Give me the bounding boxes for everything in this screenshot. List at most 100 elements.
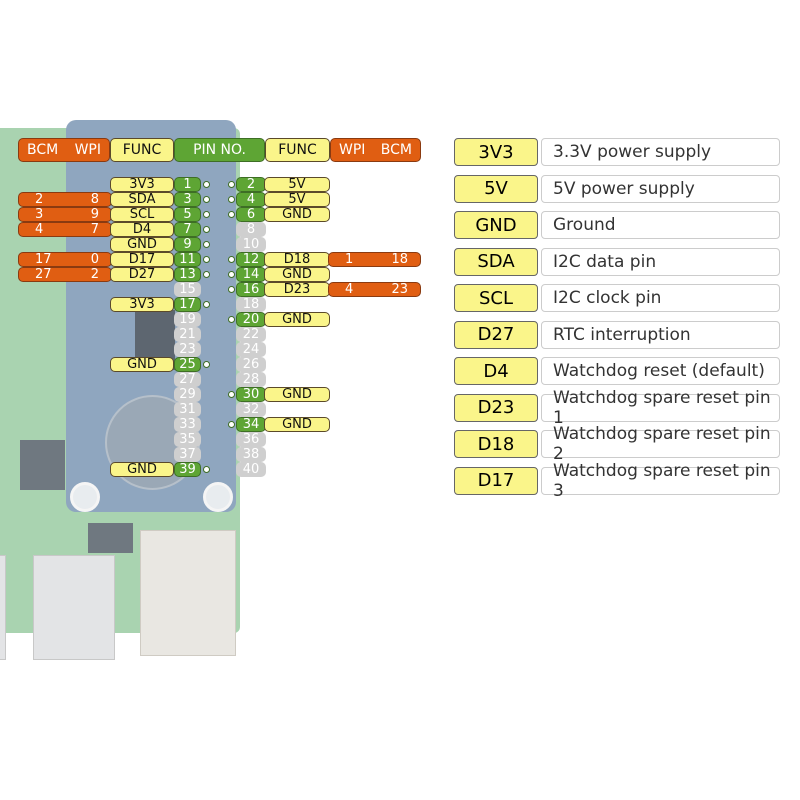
legend-description: Watchdog reset (default) bbox=[541, 357, 780, 385]
pin-number-left: 15 bbox=[174, 282, 201, 297]
left-bcm: 4 bbox=[35, 222, 44, 237]
legend-description: Watchdog spare reset pin 2 bbox=[541, 424, 780, 464]
pin-number-left: 5 bbox=[174, 207, 201, 222]
left-bcm-wpi: 27 2 bbox=[18, 267, 112, 282]
header-right-func: FUNC bbox=[265, 138, 330, 162]
legend-key: SCL bbox=[454, 284, 538, 312]
pin-link-dot bbox=[203, 466, 210, 473]
pin-link-dot bbox=[228, 316, 235, 323]
right-func: 5V bbox=[264, 192, 330, 207]
left-bcm: 17 bbox=[35, 252, 52, 267]
pin-link-dot bbox=[228, 181, 235, 188]
pin-number-left: 11 bbox=[174, 252, 201, 267]
usb-port bbox=[0, 555, 6, 660]
pin-number-left: 23 bbox=[174, 342, 201, 357]
pin-number-left: 25 bbox=[174, 357, 201, 372]
left-func: GND bbox=[110, 237, 174, 252]
pin-number-right: 14 bbox=[236, 267, 266, 282]
pin-number-right: 20 bbox=[236, 312, 266, 327]
right-func: D18 bbox=[264, 252, 330, 267]
pin-number-right: 28 bbox=[236, 372, 266, 387]
right-wpi-bcm: 4 23 bbox=[328, 282, 421, 297]
pin-number-left: 1 bbox=[174, 177, 201, 192]
legend-key: 3V3 bbox=[454, 138, 538, 166]
right-func: GND bbox=[264, 417, 330, 432]
left-wpi: 7 bbox=[90, 222, 99, 237]
pin-link-dot bbox=[203, 361, 210, 368]
right-bcm: 18 bbox=[391, 252, 408, 267]
pin-number-left: 19 bbox=[174, 312, 201, 327]
left-wpi: 0 bbox=[90, 252, 99, 267]
legend-description: Ground bbox=[541, 211, 780, 239]
legend-description: RTC interruption bbox=[541, 320, 780, 349]
pin-number-left: 17 bbox=[174, 297, 201, 312]
right-func: GND bbox=[264, 267, 330, 282]
left-bcm: 27 bbox=[35, 267, 52, 282]
pin-number-left: 35 bbox=[174, 432, 201, 447]
left-wpi: 2 bbox=[90, 267, 99, 282]
legend-key: SDA bbox=[454, 247, 538, 276]
ethernet-port bbox=[140, 530, 236, 656]
pin-number-left: 7 bbox=[174, 222, 201, 237]
legend-key: D17 bbox=[454, 466, 538, 495]
pin-number-right: 32 bbox=[236, 402, 266, 417]
pin-link-dot bbox=[203, 226, 210, 233]
right-func: 5V bbox=[264, 177, 330, 192]
pin-number-left: 13 bbox=[174, 267, 201, 282]
pin-number-left: 29 bbox=[174, 387, 201, 402]
pin-number-right: 8 bbox=[236, 222, 266, 237]
right-wpi: 4 bbox=[345, 282, 354, 297]
header-left-bcm: BCM bbox=[27, 142, 59, 158]
right-func: GND bbox=[264, 207, 330, 222]
legend-key: D4 bbox=[454, 357, 538, 385]
mounting-hole bbox=[203, 482, 233, 512]
legend-description: I2C data pin bbox=[541, 247, 780, 276]
pin-link-dot bbox=[203, 256, 210, 263]
chip bbox=[88, 523, 133, 553]
left-bcm-wpi: 17 0 bbox=[18, 252, 112, 267]
pin-number-right: 36 bbox=[236, 432, 266, 447]
left-func: SDA bbox=[110, 192, 174, 207]
right-func: D23 bbox=[264, 282, 330, 297]
pin-number-right: 30 bbox=[236, 387, 266, 402]
pin-link-dot bbox=[203, 181, 210, 188]
pin-number-right: 34 bbox=[236, 417, 266, 432]
right-func: GND bbox=[264, 312, 330, 327]
left-wpi: 8 bbox=[90, 192, 99, 207]
legend-key: D18 bbox=[454, 430, 538, 458]
header-left-bcm-wpi: BCM WPI bbox=[18, 138, 110, 162]
left-func: D17 bbox=[110, 252, 174, 267]
legend-description: 3.3V power supply bbox=[541, 138, 780, 166]
pin-link-dot bbox=[203, 196, 210, 203]
chip bbox=[20, 440, 65, 490]
legend-key: 5V bbox=[454, 174, 538, 203]
left-func: SCL bbox=[110, 207, 174, 222]
pin-link-dot bbox=[228, 286, 235, 293]
left-wpi: 9 bbox=[90, 207, 99, 222]
left-func: D4 bbox=[110, 222, 174, 237]
left-func: D27 bbox=[110, 267, 174, 282]
pin-number-left: 39 bbox=[174, 462, 201, 477]
pin-link-dot bbox=[203, 301, 210, 308]
mounting-hole bbox=[70, 482, 100, 512]
legend-description: I2C clock pin bbox=[541, 284, 780, 312]
legend-key: D27 bbox=[454, 320, 538, 349]
pin-number-right: 38 bbox=[236, 447, 266, 462]
right-func: GND bbox=[264, 387, 330, 402]
pin-number-left: 31 bbox=[174, 402, 201, 417]
pin-link-dot bbox=[203, 211, 210, 218]
pin-link-dot bbox=[203, 241, 210, 248]
left-bcm: 2 bbox=[35, 192, 44, 207]
pin-link-dot bbox=[228, 271, 235, 278]
pin-number-left: 9 bbox=[174, 237, 201, 252]
pin-number-left: 21 bbox=[174, 327, 201, 342]
left-func: 3V3 bbox=[110, 297, 174, 312]
pin-number-right: 22 bbox=[236, 327, 266, 342]
pin-number-left: 3 bbox=[174, 192, 201, 207]
legend-key: D23 bbox=[454, 393, 538, 422]
pin-link-dot bbox=[228, 421, 235, 428]
pin-number-right: 40 bbox=[236, 462, 266, 477]
